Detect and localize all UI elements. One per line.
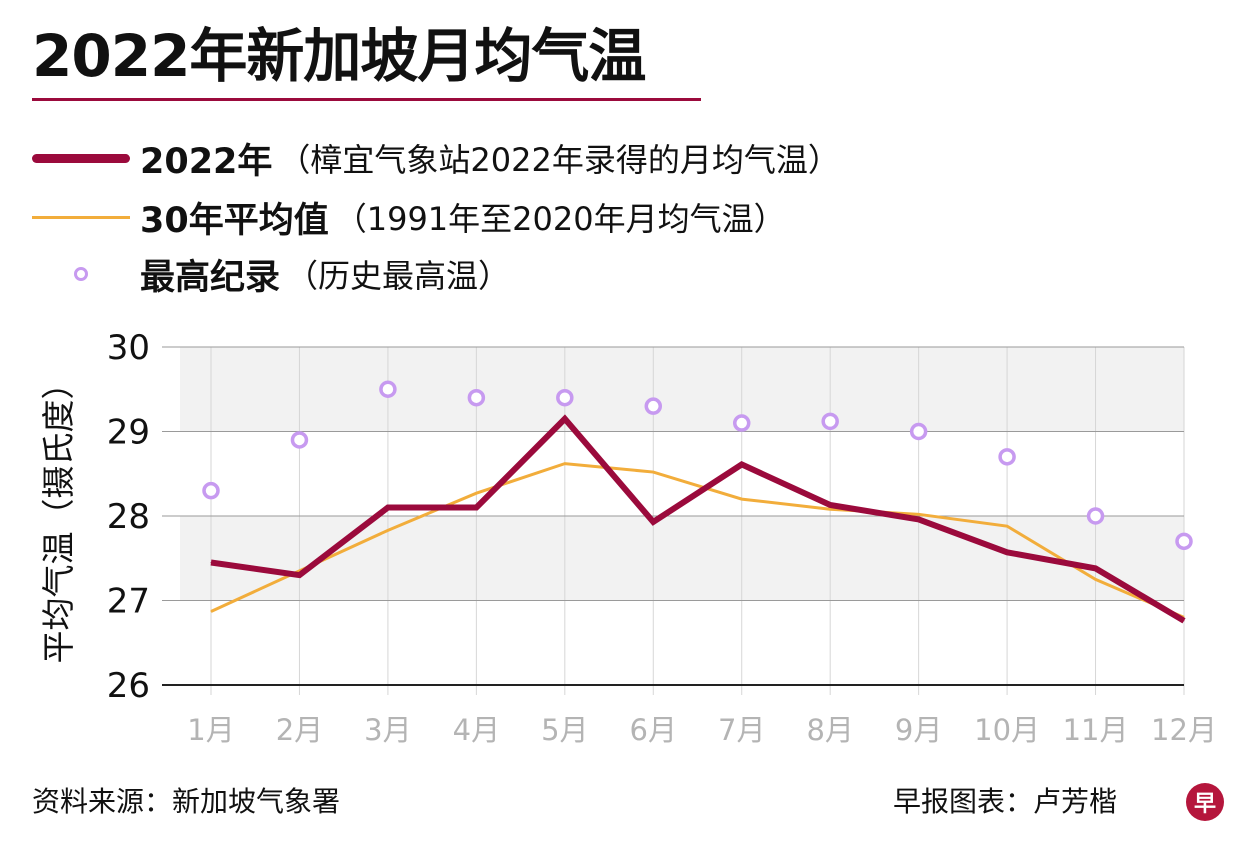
series-2022-point [918,518,920,520]
average-series-point [1095,578,1097,580]
x-tick-label: 12月 [1151,713,1217,747]
series-2022-point [1183,620,1185,622]
x-tick-label: 1月 [187,713,234,747]
average-series-point [387,529,389,531]
legend-item-2022: 2022年 （樟宜气象站2022年录得的月均气温） [32,132,840,184]
record-marker [556,388,574,407]
average-series-point [564,463,566,465]
average-series-point [918,513,920,515]
y-tick-label: 29 [107,413,150,453]
source-note: 资料来源：新加坡气象署 [32,785,341,818]
average-series-line [210,462,1185,619]
average-series-point [298,570,300,572]
grid-band-1 [180,516,1184,601]
legend-label-2022: 2022年 [140,141,273,182]
record-marker [998,448,1016,466]
series-2022-point [298,574,300,576]
record-marker [644,397,663,415]
x-tick-label: 11月 [1063,713,1129,747]
record-marker [290,431,309,449]
x-tick-label: 9月 [895,713,942,747]
record-marker [821,412,839,431]
series-2022-point [829,504,831,506]
series-2022-point [1006,551,1008,553]
title-underline [32,98,701,101]
legend-note-average: （1991年至2020年月均气温） [334,200,786,238]
legend-note-2022: （樟宜气象站2022年录得的月均气温） [278,141,840,179]
y-tick-label: 27 [107,582,150,622]
record-marker [909,422,928,441]
y-tick-label: 26 [107,666,150,706]
legend-swatch-2022 [32,153,130,163]
legend-swatch-record [32,267,130,281]
record-marker [202,481,220,500]
zaobao-logo: 早 [1186,783,1224,821]
legend-label-record: 最高纪录 [140,257,281,298]
record-marker [467,388,486,407]
x-tick-label: 10月 [974,713,1040,747]
average-series-point [652,471,654,473]
chart-title: 2022年新加坡月均气温 [32,22,646,90]
average-series-point [829,508,831,510]
series-2022-point [564,418,566,420]
legend-item-record: 最高纪录 （历史最高温） [32,248,510,300]
x-tick-label: 6月 [630,713,677,747]
series-2022-point [741,463,743,465]
legend-swatch-average [32,215,130,219]
series-2022-point [475,507,477,509]
y-tick-label: 30 [107,328,150,368]
x-tick-label: 7月 [718,713,765,747]
y-axis-label: 平均气温（摄氏度） [39,367,78,664]
x-tick-label: 2月 [276,713,323,747]
record-marker [1175,532,1193,551]
series-2022-point [210,561,212,563]
y-tick-label: 28 [107,497,150,537]
credit-note: 早报图表：卢芳楷 [893,785,1118,818]
average-series-point [210,610,212,612]
record-marker [1086,507,1105,525]
average-series-point [741,498,743,500]
series-2022-point [387,507,389,509]
x-tick-label: 8月 [806,713,853,747]
record-marker [379,380,397,398]
grid-band-0 [180,347,1184,432]
record-marker [732,414,751,432]
legend-note-record: （历史最高温） [286,257,511,295]
average-series-point [475,492,477,494]
x-tick-label: 3月 [364,713,411,747]
x-tick-label: 4月 [453,713,500,747]
x-tick-label: 5月 [541,713,588,747]
series-2022-point [1095,567,1097,569]
average-series-point [1006,525,1008,527]
series-2022-point [652,521,654,523]
legend-item-average: 30年平均值 （1991年至2020年月均气温） [32,191,786,243]
series-2022-line [210,414,1186,624]
legend-label-average: 30年平均值 [140,200,329,241]
